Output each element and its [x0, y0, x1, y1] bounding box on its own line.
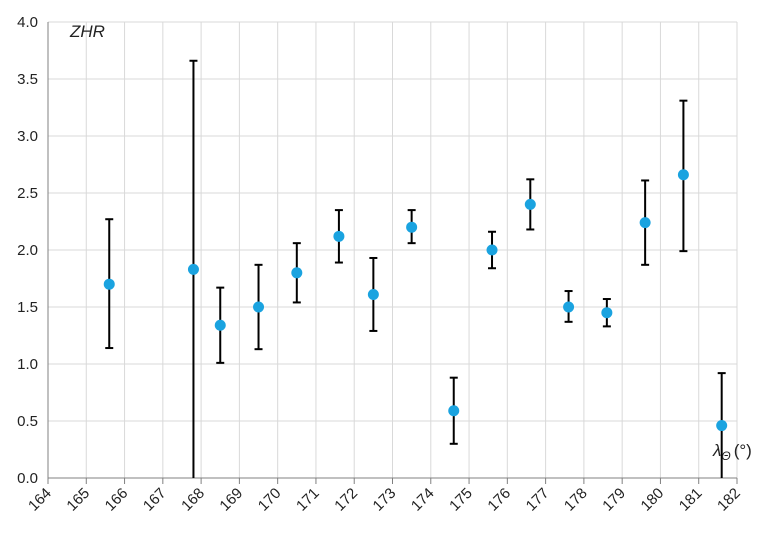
x-tick-label: 174: [408, 485, 438, 515]
x-tick-label: 176: [484, 485, 514, 515]
x-tick-label: 182: [714, 485, 744, 515]
data-point: [367, 288, 379, 300]
y-tick-label: 4.0: [17, 14, 38, 31]
x-tick-label: 178: [561, 485, 591, 515]
data-point: [103, 278, 115, 290]
data-point: [214, 319, 226, 331]
x-axis-label-subscript: Θ: [721, 449, 730, 463]
y-tick-label: 3.5: [17, 71, 38, 88]
data-point: [187, 263, 199, 275]
y-tick-labels: 0.0 0.5 1.0 1.5 2.0 2.5 3.0 3.5 4.0: [17, 14, 38, 487]
data-point: [448, 405, 460, 417]
data-point: [291, 267, 303, 279]
y-tick-label: 1.5: [17, 299, 38, 316]
x-tick-label: 167: [140, 485, 170, 515]
axes: [47, 22, 738, 484]
data-point: [253, 301, 265, 313]
data-point: [601, 307, 613, 319]
x-tick-label: 166: [102, 485, 132, 515]
x-tick-labels: 164 165 166 167 168 169 170 171 172 173 174 175 176 1…: [25, 485, 744, 515]
data-point: [563, 301, 575, 313]
x-tick-label: 181: [676, 485, 706, 515]
data-point: [716, 420, 728, 432]
y-axis-label: ZHR: [69, 22, 105, 41]
x-tick-label: 173: [370, 485, 400, 515]
x-tick-label: 171: [293, 485, 323, 515]
data-point: [677, 169, 689, 181]
data-point: [639, 217, 651, 229]
y-tick-label: 3.0: [17, 128, 38, 145]
y-tick-label: 2.5: [17, 185, 38, 202]
y-tick-label: 2.0: [17, 242, 38, 259]
data-point: [486, 244, 498, 256]
x-tick-label: 175: [446, 485, 476, 515]
data-points: [103, 169, 728, 432]
y-tick-label: 1.0: [17, 356, 38, 373]
data-point: [333, 230, 345, 242]
x-tick-label: 179: [599, 485, 629, 515]
gridlines: [47, 21, 738, 479]
x-tick-label: 180: [638, 485, 668, 515]
data-point: [524, 198, 536, 210]
x-tick-label: 165: [63, 485, 93, 515]
x-tick-label: 177: [523, 485, 553, 515]
x-axis-label-symbol: λ: [712, 441, 721, 460]
x-axis-label-unit: (°): [734, 441, 752, 460]
x-tick-label: 169: [216, 485, 246, 515]
y-tick-label: 0.0: [17, 470, 38, 487]
x-tick-label: 168: [178, 485, 208, 515]
data-point: [406, 221, 418, 233]
x-tick-label: 170: [255, 485, 285, 515]
x-tick-label: 172: [331, 485, 361, 515]
x-axis-label: λΘ (°): [712, 441, 752, 463]
y-tick-label: 0.5: [17, 413, 38, 430]
x-tick-label: 164: [25, 485, 55, 515]
